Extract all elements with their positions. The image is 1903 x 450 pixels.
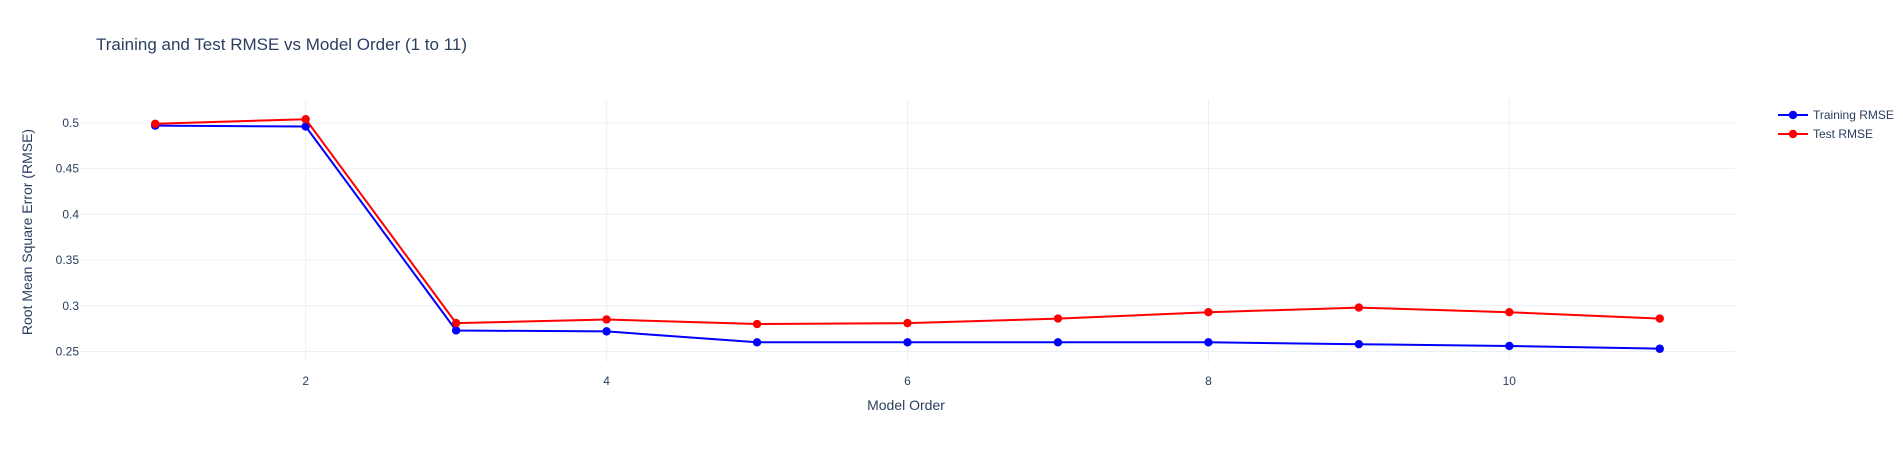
y-axis-ticks: 0.25 0.3 0.35 0.4 0.45 0.5	[56, 116, 80, 359]
x-tick-label: 10	[1503, 374, 1517, 388]
data-point	[1053, 314, 1063, 323]
data-point	[1053, 338, 1063, 347]
legend[interactable]: Training RMSE Test RMSE	[1778, 108, 1894, 141]
data-point	[451, 326, 461, 335]
legend-label: Training RMSE	[1813, 108, 1894, 122]
data-point	[1655, 344, 1664, 353]
data-point	[903, 318, 912, 328]
legend-item[interactable]: Training RMSE	[1778, 108, 1894, 122]
data-point	[1505, 341, 1514, 351]
data-point	[903, 338, 912, 347]
data-point	[1204, 338, 1213, 347]
data-point	[301, 122, 310, 131]
y-tick-label: 0.5	[62, 116, 79, 130]
data-point	[451, 318, 461, 328]
data-point	[301, 115, 310, 124]
x-tick-label: 6	[904, 374, 911, 388]
x-axis-ticks: 2 4 6 8 10	[302, 374, 1516, 388]
y-tick-label: 0.35	[56, 253, 80, 267]
y-tick-label: 0.25	[56, 344, 80, 358]
data-point	[602, 327, 611, 336]
y-tick-label: 0.3	[62, 299, 79, 313]
data-point	[1505, 307, 1514, 317]
plot-series	[151, 115, 1664, 353]
y-tick-label: 0.4	[62, 207, 79, 221]
legend-swatch-marker	[1788, 129, 1798, 139]
data-point	[151, 119, 160, 128]
chart-title: Training and Test RMSE vs Model Order (1…	[96, 35, 467, 54]
x-tick-label: 8	[1205, 374, 1212, 388]
data-point	[1354, 339, 1364, 349]
legend-item[interactable]: Test RMSE	[1778, 127, 1873, 141]
x-axis-title: Model Order	[867, 397, 945, 413]
data-point	[1354, 303, 1364, 312]
data-point	[602, 315, 611, 324]
y-axis-title: Root Mean Square Error (RMSE)	[19, 129, 35, 335]
x-tick-label: 2	[302, 374, 309, 388]
x-tick-label: 4	[603, 374, 610, 388]
grid	[80, 100, 1735, 362]
data-point	[752, 319, 762, 329]
legend-label: Test RMSE	[1813, 127, 1873, 141]
data-point	[1204, 307, 1213, 317]
data-point	[752, 338, 762, 347]
legend-swatch-marker	[1788, 110, 1798, 120]
data-point	[1655, 314, 1664, 323]
y-tick-label: 0.45	[56, 162, 80, 176]
